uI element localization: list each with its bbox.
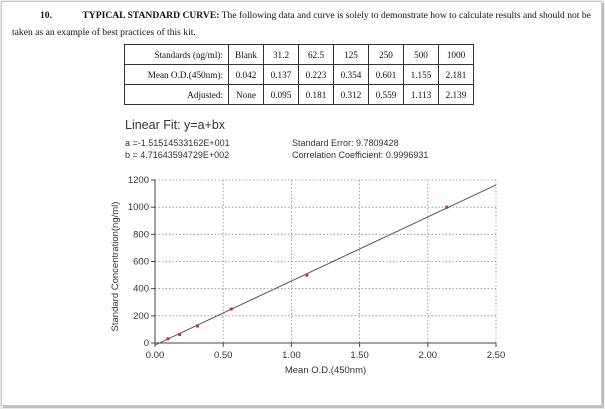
data-point [305,273,309,277]
data-point [166,337,170,341]
table-cell: 0.312 [333,84,369,105]
y-tick-label: 1200 [128,175,149,186]
fit-coef-a: a =-1.51514533162E+001 [125,138,230,148]
standards-table: Standards (ng/ml): Blank 31.2 62.5 125 250 500… [124,44,474,105]
table-row: Standards (ng/ml): Blank 31.2 62.5 125 250 500… [124,44,474,65]
data-point [196,324,200,328]
x-tick-label: 0.00 [146,350,165,361]
y-axis-label: Standard Concentration(ng/ml) [110,202,121,332]
data-point [229,307,233,311]
row-header: Adjusted: [124,84,229,105]
y-tick-label: 800 [133,229,149,240]
standard-curve-chart: 0.00 0.50 1.00 1.50 2.00 2.50 0 200 400 600 800 100… [110,175,506,376]
fit-coef-b: b = 4.71643594729E+002 [125,150,230,160]
section-heading: 10. TYPICAL STANDARD CURVE: The followin… [12,7,597,41]
y-tick-label: 200 [133,311,149,322]
table-cell: 0.559 [368,84,404,105]
data-point [178,333,182,337]
fit-correlation: Correlation Coefficient: 0.9996931 [292,150,429,160]
x-axis-label: Mean O.D.(450nm) [285,365,366,376]
y-tick-label: 400 [133,284,149,295]
fit-title: Linear Fit: y=a+bx [125,118,226,132]
section-number: 10. [40,10,52,21]
y-tick-label: 1000 [128,202,149,213]
section-text-line2: taken as an example of best practices of… [12,27,196,38]
table-cell: None [228,84,264,105]
data-point [445,205,449,209]
table-row: Adjusted: None 0.095 0.181 0.312 0.559 1.113 2.… [124,84,474,105]
x-tick-label: 1.00 [282,350,301,361]
x-tick-label: 0.50 [214,350,233,361]
fit-standard-error: Standard Error: 9.7809428 [292,138,399,148]
y-tick-label: 0 [144,338,149,349]
table-cell: 2.139 [438,84,474,105]
section-title: TYPICAL STANDARD CURVE: [82,10,220,21]
y-tick-label: 600 [133,257,149,268]
x-tick-label: 2.50 [487,350,506,361]
x-tick-label: 2.00 [419,350,438,361]
fit-line [154,184,497,346]
section-text-line1: The following data and curve is solely t… [221,10,591,21]
x-tick-label: 1.50 [350,350,369,361]
